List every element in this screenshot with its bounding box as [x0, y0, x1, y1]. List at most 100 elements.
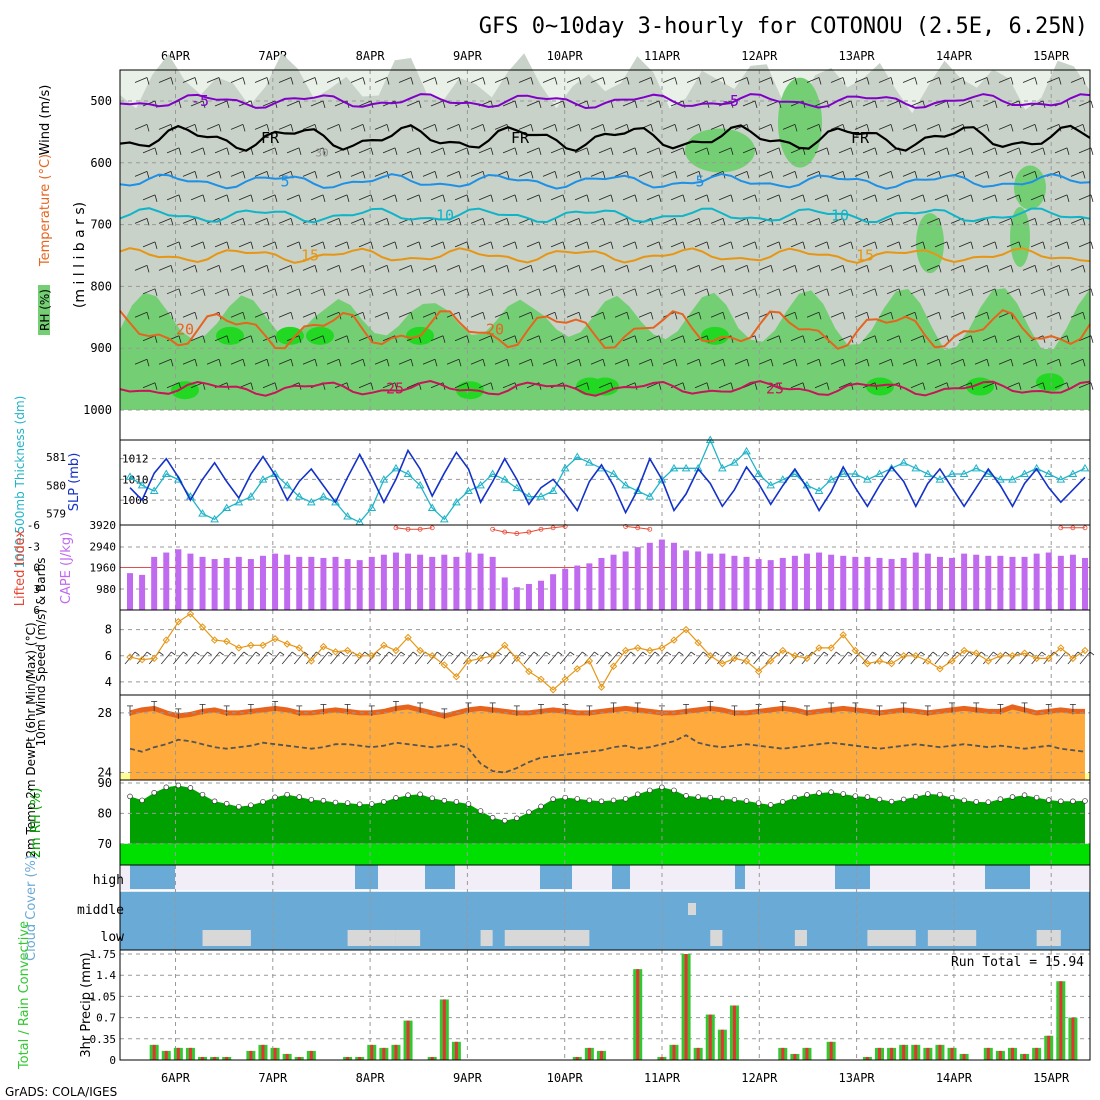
wind-barb — [470, 311, 484, 318]
precip-axis-label: 3hr Precip (mm) — [79, 952, 94, 1057]
wind-barb-10m-flag — [944, 651, 950, 656]
cloud-low-gap — [347, 930, 396, 946]
wind-barb — [190, 288, 204, 295]
cloud-mid-gap — [688, 903, 696, 915]
wind-barb — [302, 77, 316, 83]
wind-barb — [718, 194, 732, 201]
wind-barb — [382, 241, 396, 248]
rh2m-area — [130, 785, 1085, 844]
wind-barb-flag — [242, 124, 246, 132]
wind-barb — [358, 194, 372, 201]
wind-barb — [158, 358, 172, 365]
wind-barb-flag — [650, 171, 654, 179]
wind-barb — [470, 217, 484, 224]
slp-axis-label: SLP (mb) — [67, 453, 82, 512]
cloud-high-block — [985, 865, 1030, 889]
wind-barb — [422, 77, 436, 83]
cloud-high-block — [130, 865, 175, 889]
wind-barb — [350, 124, 364, 130]
wind-barb-flag — [746, 77, 750, 85]
thickness-point — [850, 469, 860, 477]
thickness-point — [584, 458, 594, 466]
wind-barb-flag — [938, 124, 942, 132]
wind-barb — [382, 147, 396, 154]
wind-barb-flag — [946, 194, 950, 202]
rh2m-point — [695, 794, 701, 800]
wind-barb — [430, 100, 444, 107]
wind-barb-flag — [946, 147, 950, 156]
wind-barb-10m-flag — [1029, 651, 1034, 656]
wind-barb — [286, 194, 300, 201]
wind-barb — [854, 171, 868, 177]
wind-barb — [406, 288, 420, 295]
wind-barb — [590, 264, 604, 271]
wind-barb-flag — [434, 77, 438, 85]
temp-contour-label: 20 — [176, 321, 194, 339]
wind-barb — [182, 311, 196, 318]
wind-barb-flag — [994, 241, 998, 249]
wind-barb-10m-flag — [267, 651, 273, 656]
wind-barb-flag — [970, 147, 974, 156]
cape-bar — [356, 560, 363, 610]
wind-barb-flag — [890, 312, 894, 320]
wind-barb — [806, 171, 820, 177]
cape-bar — [719, 553, 726, 610]
temperature-axis-label: Temperature (°C) — [38, 154, 53, 267]
rh2m-point — [332, 799, 339, 806]
wind-barb-10m — [970, 651, 982, 665]
wind-barb — [718, 241, 732, 248]
temp-tick-label: 28 — [98, 706, 112, 720]
wind-barb — [1078, 147, 1092, 154]
wind-barb-flag — [890, 171, 894, 179]
thickness-point — [524, 492, 534, 500]
wind-barb — [446, 217, 460, 224]
precip-conv-bar — [877, 1047, 881, 1060]
wind-barb-flag — [1066, 194, 1070, 202]
wind-barb-flag — [194, 312, 198, 320]
wind-barb-flag — [962, 265, 966, 273]
wind-barb — [958, 100, 972, 107]
wind-barb — [454, 382, 468, 389]
wind-barb — [310, 194, 324, 201]
rh2m-point — [405, 792, 411, 798]
wind-barb-flag — [194, 171, 198, 179]
wind-barb — [782, 217, 796, 224]
wind-barb-flag — [370, 241, 374, 249]
wind-barb — [1022, 358, 1036, 365]
wind-barb-flag — [562, 147, 566, 156]
wind-barb-flag — [370, 194, 374, 202]
cape-bar — [610, 554, 617, 610]
wind-barb-flag — [866, 312, 870, 320]
wind-barb — [934, 382, 948, 389]
thickness-point — [959, 469, 969, 477]
li-series-line — [395, 525, 1085, 535]
wind-barb-flag — [746, 218, 750, 226]
wind-barb — [1078, 194, 1092, 201]
wind-barb — [646, 147, 660, 154]
wind-barb — [254, 217, 268, 224]
temp-contour-label: -5 — [191, 92, 209, 110]
wind-barb-flag — [314, 77, 318, 85]
rh2m-point — [272, 794, 278, 801]
wind-barb — [302, 264, 316, 271]
wind-barb-flag — [794, 124, 798, 132]
cape-bar — [199, 556, 206, 610]
wind-barb-flag — [994, 100, 998, 109]
wind-barb — [254, 358, 268, 365]
rh2m-point — [864, 794, 871, 800]
precip-conv-bar — [309, 1050, 313, 1060]
wind-barb — [862, 100, 876, 107]
wind-barb-flag — [970, 100, 974, 109]
wind-barb — [1078, 241, 1092, 248]
rh2m-point — [804, 792, 810, 798]
wind-barb-flag — [850, 147, 854, 156]
wind-barb — [1006, 382, 1020, 389]
wind-barb-flag — [802, 241, 806, 249]
wind-barb — [886, 335, 900, 342]
wind-barb-flag — [242, 265, 246, 273]
wind-barb-flag — [298, 147, 302, 156]
wind-barb — [934, 335, 948, 342]
